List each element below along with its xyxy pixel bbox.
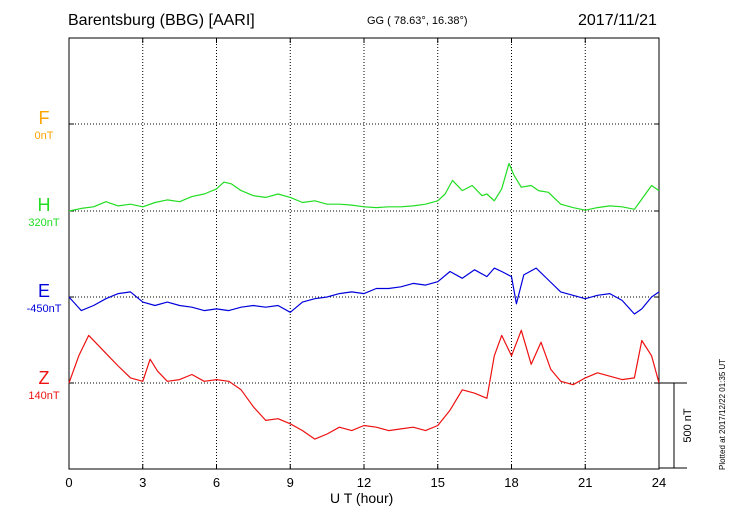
- x-tick-label-21: 21: [578, 475, 592, 490]
- component-label-e: E -450nT: [20, 281, 68, 315]
- component-baseline-z: 140nT: [28, 390, 60, 402]
- x-axis-label: U T (hour): [330, 490, 394, 506]
- component-baseline-f: 0nT: [34, 130, 54, 142]
- x-tick-label-0: 0: [65, 475, 72, 490]
- component-letter-h: H: [37, 195, 51, 215]
- station-coordinates: GG ( 78.63°, 16.38°): [367, 15, 468, 27]
- trace-z: [68, 329, 660, 440]
- x-tick-label-6: 6: [213, 475, 220, 490]
- trace-e: [68, 267, 660, 315]
- component-letter-z: Z: [38, 368, 50, 388]
- component-label-h: H 320nT: [20, 195, 68, 229]
- x-tick-label-24: 24: [652, 475, 666, 490]
- station-title: Barentsburg (BBG) [AARI]: [68, 12, 255, 29]
- component-label-f: F 0nT: [20, 108, 68, 142]
- trace-h: [68, 162, 660, 212]
- component-label-z: Z 140nT: [20, 368, 68, 402]
- component-letter-e: E: [37, 281, 50, 301]
- component-letter-f: F: [38, 108, 50, 128]
- plotted-timestamp: Plotted at 2017/12/22 01:35 UT: [718, 358, 727, 470]
- x-tick-label-3: 3: [139, 475, 146, 490]
- scale-bar-label: 500 nT: [682, 408, 694, 443]
- plot-date: 2017/11/21: [578, 12, 657, 29]
- x-tick-label-12: 12: [357, 475, 371, 490]
- component-baseline-e: -450nT: [26, 303, 62, 315]
- x-tick-label-9: 9: [287, 475, 294, 490]
- component-baseline-h: 320nT: [28, 217, 60, 229]
- x-tick-label-18: 18: [504, 475, 518, 490]
- x-tick-label-15: 15: [431, 475, 445, 490]
